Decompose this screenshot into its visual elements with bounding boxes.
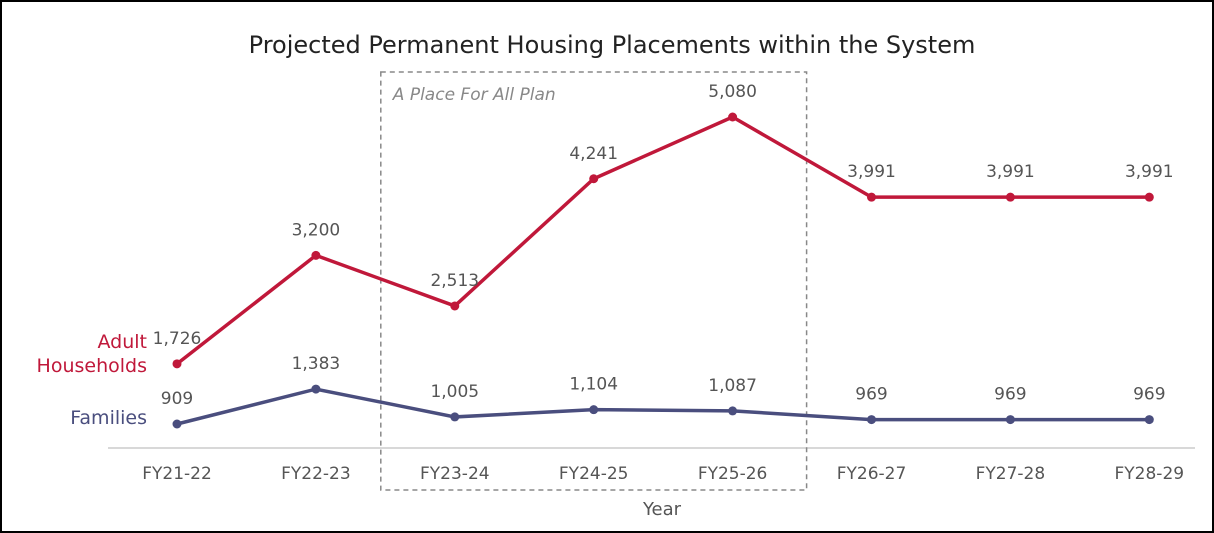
x-tick-label: FY25-26: [698, 464, 768, 484]
data-point: [172, 359, 182, 369]
x-tick-label: FY23-24: [420, 464, 490, 484]
x-axis-label: Year: [642, 499, 682, 520]
chart-title: Projected Permanent Housing Placements w…: [249, 31, 976, 59]
data-point: [172, 419, 182, 429]
data-point: [450, 301, 460, 311]
data-label: 3,991: [986, 162, 1035, 182]
data-point: [1005, 192, 1015, 202]
x-tick-label: FY24-25: [559, 464, 629, 484]
legend-label: Families: [70, 407, 147, 429]
series-line: [176, 387, 1150, 426]
data-point: [1005, 415, 1015, 425]
legend-label: Adult Households: [36, 330, 147, 377]
series-line: [175, 115, 1150, 366]
data-point: [311, 250, 321, 260]
data-label: 4,241: [569, 144, 618, 164]
data-label: 3,200: [292, 220, 341, 240]
annotation-text: A Place For All Plan: [392, 85, 556, 105]
x-tick-label: FY26-27: [837, 464, 907, 484]
data-label: 2,513: [430, 271, 479, 291]
data-point: [589, 174, 599, 184]
data-label: 1,726: [153, 329, 202, 349]
data-label: 1,087: [708, 376, 757, 396]
annotation-box: [380, 71, 808, 491]
data-point: [450, 412, 460, 422]
x-tick-label: FY21-22: [142, 464, 212, 484]
data-label: 1,383: [292, 354, 341, 374]
x-tick-label: FY28-29: [1115, 464, 1185, 484]
data-label: 5,080: [708, 82, 757, 102]
data-point: [1144, 192, 1154, 202]
x-tick-label: FY22-23: [281, 464, 351, 484]
data-point: [728, 406, 738, 416]
data-point: [867, 415, 876, 425]
data-label: 1,104: [569, 375, 618, 395]
data-label: 969: [1133, 385, 1165, 405]
data-label: 909: [161, 389, 193, 409]
data-point: [589, 405, 599, 415]
x-tick-label: FY27-28: [976, 464, 1046, 484]
data-label: 3,991: [1125, 162, 1174, 182]
data-label: 1,005: [430, 382, 479, 402]
data-point: [1144, 415, 1154, 425]
data-point: [311, 384, 321, 394]
data-label: 3,991: [847, 162, 896, 182]
data-label: 969: [994, 385, 1026, 405]
data-point: [728, 112, 738, 122]
data-point: [867, 192, 876, 202]
data-label: 969: [855, 385, 887, 405]
